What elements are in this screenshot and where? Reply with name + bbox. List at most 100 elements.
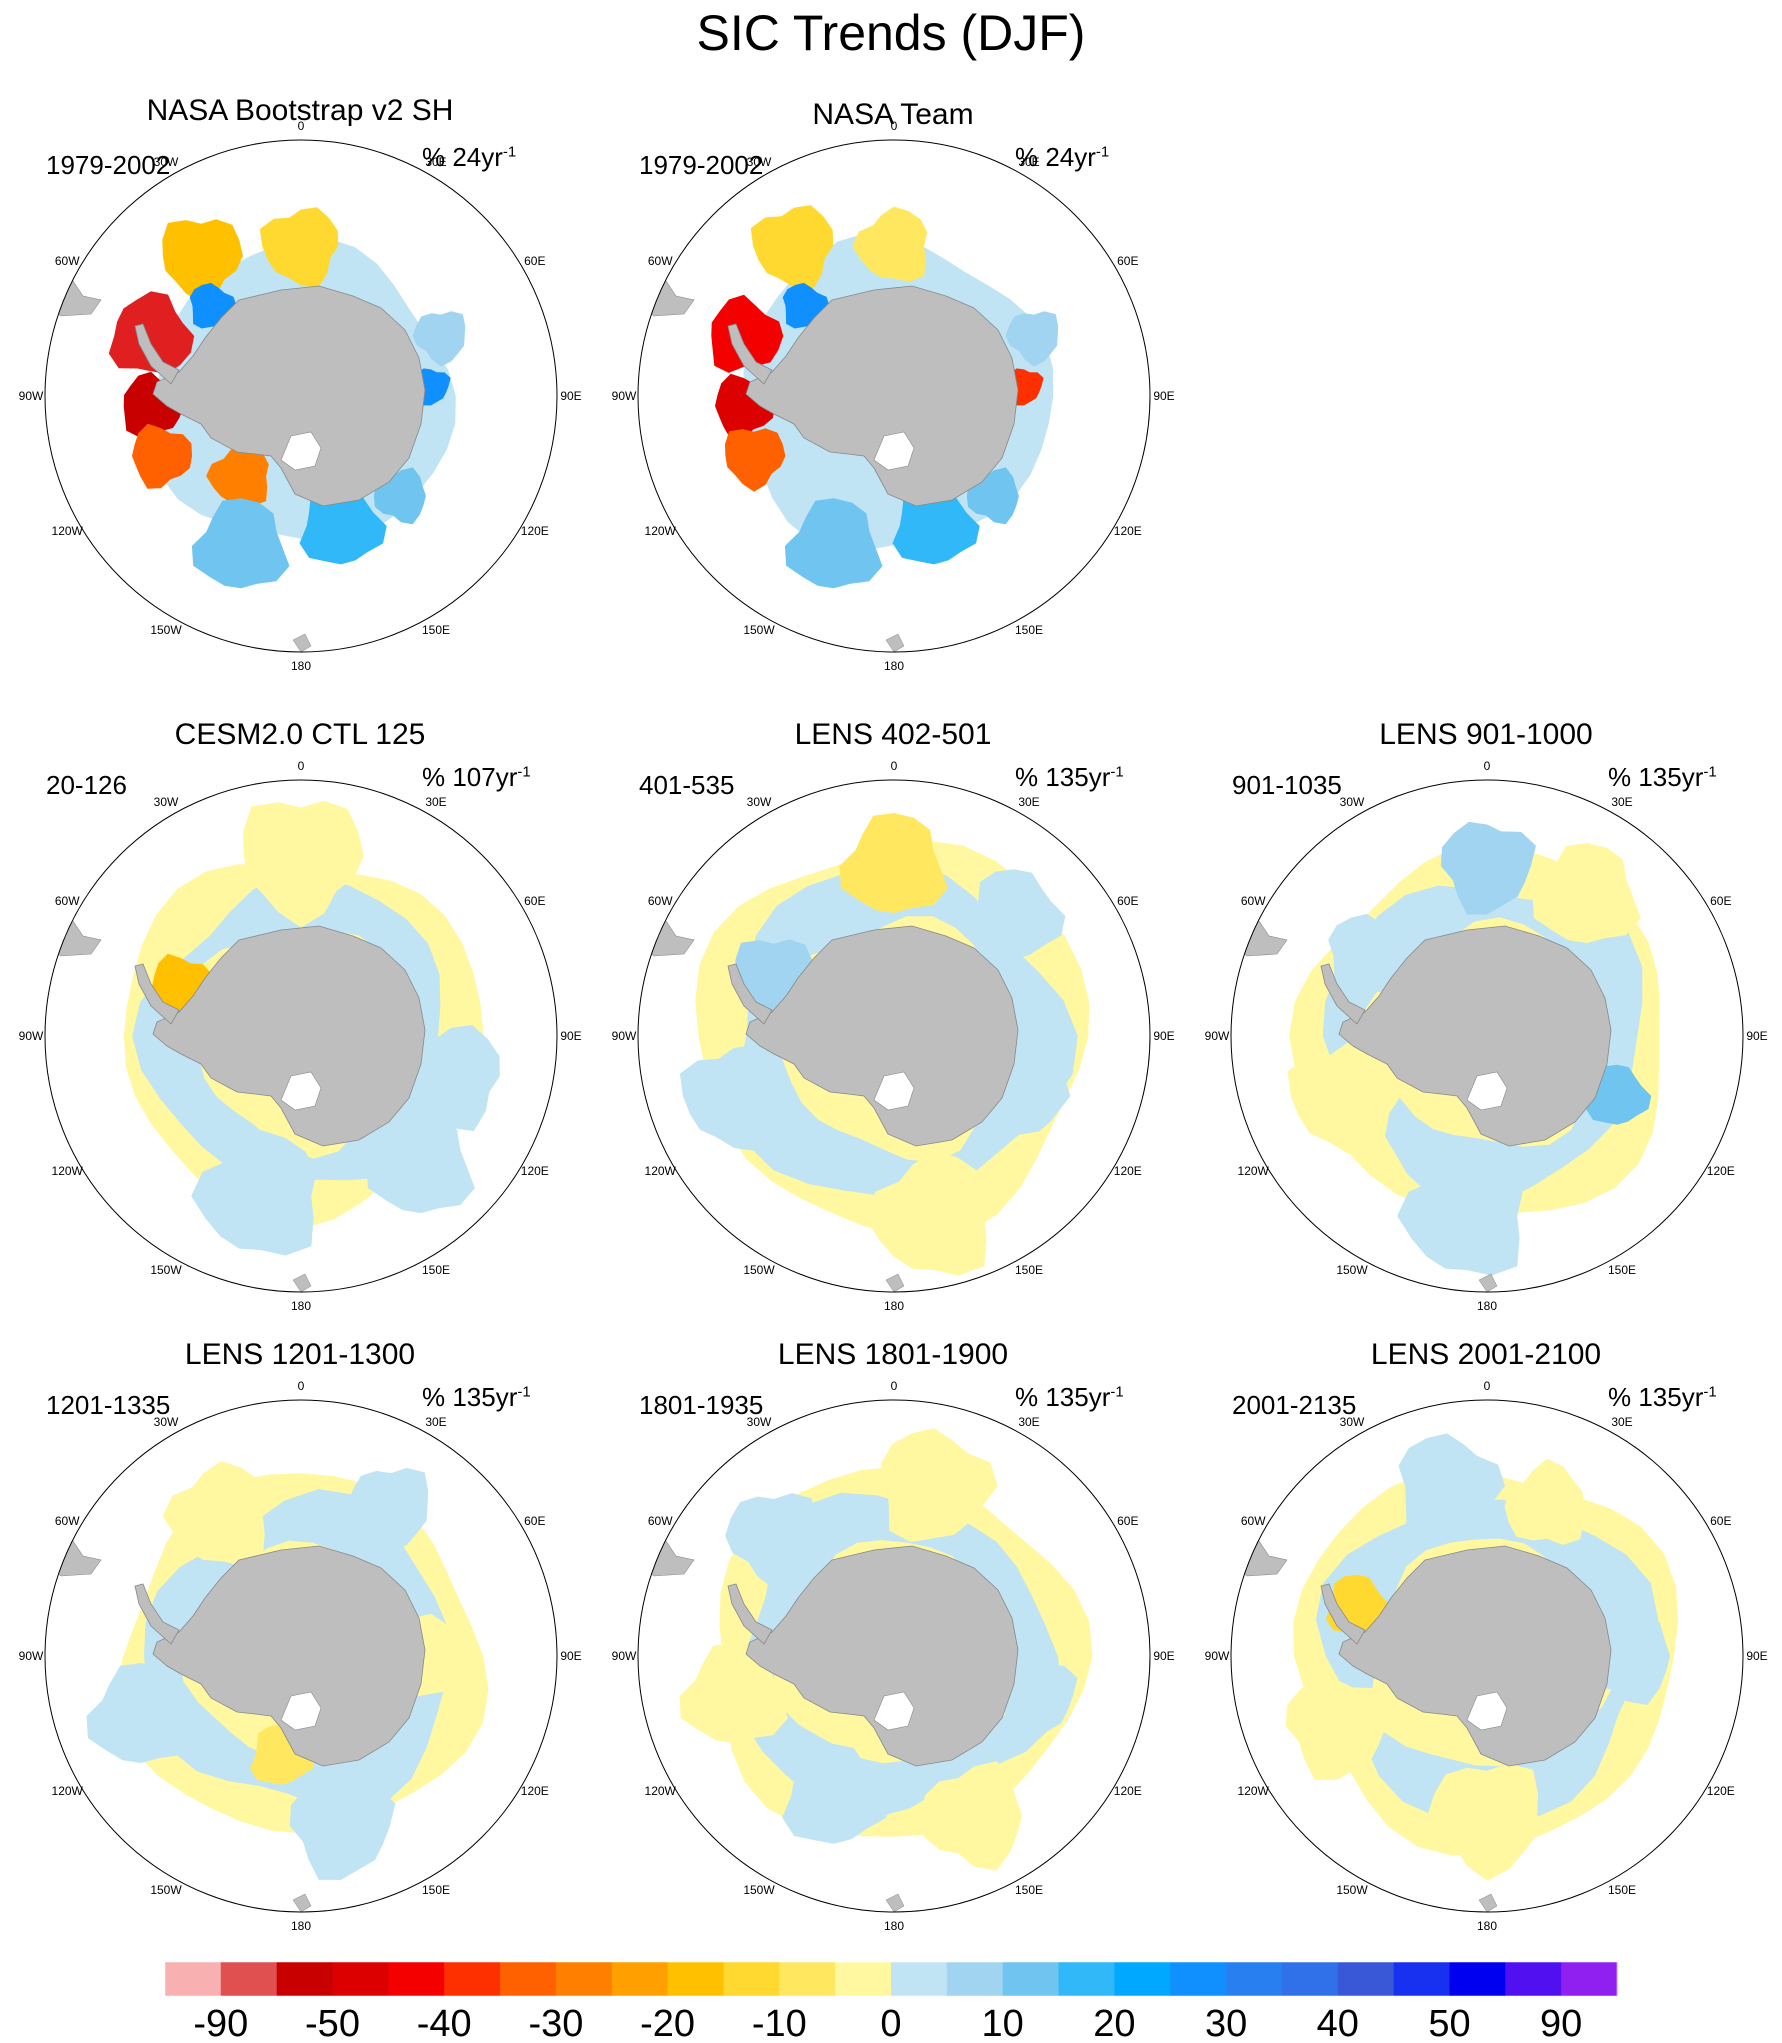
trend-anomaly xyxy=(1398,1433,1505,1537)
longitude-label: 150W xyxy=(1336,1883,1368,1897)
colorbar-label: -20 xyxy=(640,2003,695,2043)
longitude-label: 90E xyxy=(560,1649,581,1663)
trend-anomaly xyxy=(922,1761,1022,1871)
panel-title: NASA Bootstrap v2 SH xyxy=(146,94,454,127)
antarctica-land xyxy=(1338,1545,1612,1767)
new-zealand-tip xyxy=(292,1893,312,1912)
trend-anomaly xyxy=(1287,1040,1401,1157)
colorbar-label: 0 xyxy=(880,2003,901,2043)
map-panel: LENS 1801-1900 1801-1935 % 135yr-1 0 30E 60E 9… xyxy=(593,1320,1193,1933)
panel-title: NASA Team xyxy=(812,98,974,131)
trend-anomaly xyxy=(711,294,784,373)
panel-period: 401-535 xyxy=(639,770,735,800)
trend-anomaly xyxy=(412,311,466,367)
colorbar-swatch xyxy=(500,1962,557,1996)
antarctic-peninsula xyxy=(134,323,180,385)
south-america-tip xyxy=(641,1537,695,1577)
longitude-label: 120E xyxy=(1707,1784,1735,1798)
antarctic-peninsula xyxy=(727,323,773,385)
map-boundary xyxy=(637,779,1151,1293)
longitude-label: 60E xyxy=(1117,894,1138,908)
trend-anomaly xyxy=(132,423,192,489)
colorbar-swatch xyxy=(555,1962,613,1996)
longitude-label: 90E xyxy=(1153,1649,1174,1663)
panel-unit: % 135yr-1 xyxy=(1015,1382,1124,1412)
colorbar-label: -50 xyxy=(305,2003,360,2043)
longitude-label: 120E xyxy=(521,1164,549,1178)
colorbar-swatch xyxy=(667,1962,724,1996)
new-zealand-tip xyxy=(885,633,905,652)
colorbar-label: -90 xyxy=(193,2003,248,2043)
map-panel: LENS 2001-2100 2001-2135 % 135yr-1 0 30E 60E 9… xyxy=(1186,1320,1782,1933)
colorbar-swatch xyxy=(946,1962,1004,1996)
colorbar-swatch xyxy=(1505,1962,1562,1996)
longitude-label: 0 xyxy=(298,119,305,133)
ross-ice-shelf xyxy=(1466,1071,1508,1111)
longitude-label: 90W xyxy=(19,1029,44,1043)
colorbar-swatch xyxy=(779,1962,836,1996)
trend-anomaly xyxy=(289,1777,396,1880)
longitude-label: 180 xyxy=(884,659,904,673)
longitude-label: 30E xyxy=(1018,1415,1039,1429)
longitude-label: 120E xyxy=(1114,1784,1142,1798)
trend-anomaly xyxy=(259,207,339,288)
south-america-tip xyxy=(1234,917,1288,957)
longitude-label: 60W xyxy=(1241,1514,1266,1528)
trend-anomaly xyxy=(725,428,786,492)
longitude-label: 90E xyxy=(560,1029,581,1043)
longitude-label: 150E xyxy=(1015,1263,1043,1277)
trend-anomaly xyxy=(725,1493,816,1589)
longitude-label: 30W xyxy=(154,795,179,809)
polar-map: 0 30E 60E 90E 120E 150E 180 150W 120W 90W 60W 30W xyxy=(1205,1379,1768,1933)
longitude-label: 30W xyxy=(1340,795,1365,809)
ross-ice-shelf xyxy=(280,1691,322,1731)
longitude-label: 30E xyxy=(1611,795,1632,809)
longitude-label: 150E xyxy=(422,623,450,637)
longitude-label: 0 xyxy=(891,119,898,133)
panel-title: CESM2.0 CTL 125 xyxy=(174,718,426,751)
polar-map: 0 30E 60E 90E 120E 150E 180 150W 120W 90W 60W 30W xyxy=(1205,759,1768,1313)
colorbar-swatch xyxy=(388,1962,445,1996)
map-boundary xyxy=(1230,779,1744,1293)
colorbar-label: 90 xyxy=(1540,2003,1582,2043)
new-zealand-tip xyxy=(1478,1893,1498,1912)
longitude-label: 180 xyxy=(884,1919,904,1933)
longitude-label: 150E xyxy=(1608,1263,1636,1277)
polar-map: 0 30E 60E 90E 120E 150E 180 150W 120W 90W 60W 30W xyxy=(612,759,1175,1313)
longitude-label: 0 xyxy=(891,759,898,773)
longitude-label: 60E xyxy=(1710,894,1731,908)
map-panel: NASA Team 1979-2002 % 24yr-1 0 30E 60E 90E 120E… xyxy=(593,80,1193,680)
longitude-label: 60W xyxy=(648,894,673,908)
ross-ice-shelf xyxy=(873,1691,915,1731)
trend-anomaly xyxy=(347,1467,429,1554)
longitude-label: 150E xyxy=(422,1263,450,1277)
trend-anomaly xyxy=(162,219,243,304)
new-zealand-tip xyxy=(885,1273,905,1292)
colorbar-label: 50 xyxy=(1428,2003,1470,2043)
longitude-label: 150W xyxy=(743,623,775,637)
ross-ice-shelf xyxy=(280,1071,322,1111)
new-zealand-tip xyxy=(292,1273,312,1292)
trend-anomaly xyxy=(108,291,195,374)
longitude-label: 180 xyxy=(291,1919,311,1933)
map-boundary xyxy=(44,139,558,653)
colorbar-swatch xyxy=(1114,1962,1171,1996)
longitude-label: 180 xyxy=(291,1299,311,1313)
figure-title: SIC Trends (DJF) xyxy=(696,5,1086,61)
polar-map: 0 30E 60E 90E 120E 150E 180 150W 120W 90W 60W 30W xyxy=(19,1379,582,1933)
colorbar-swatch xyxy=(444,1962,501,1996)
trend-anomaly xyxy=(1504,1458,1585,1545)
trend-anomaly xyxy=(782,1743,892,1844)
longitude-label: 90E xyxy=(1746,1649,1767,1663)
south-america-tip xyxy=(1234,1537,1288,1577)
longitude-label: 60W xyxy=(55,254,80,268)
colorbar-swatch xyxy=(723,1962,780,1996)
ross-ice-shelf xyxy=(873,431,915,471)
longitude-label: 30E xyxy=(425,1415,446,1429)
longitude-label: 60W xyxy=(55,894,80,908)
panel-period: 2001-2135 xyxy=(1232,1390,1357,1420)
longitude-label: 120E xyxy=(1114,524,1142,538)
trend-anomaly xyxy=(191,498,290,589)
trend-anomaly xyxy=(1285,1677,1392,1780)
colorbar-swatch xyxy=(891,1962,948,1996)
